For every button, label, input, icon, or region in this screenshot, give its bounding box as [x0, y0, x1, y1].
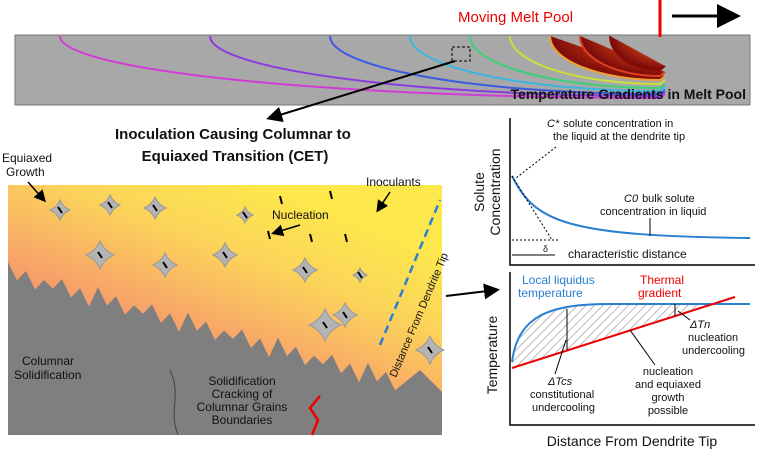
title: Inoculation Causing Columnar to Equiaxed… — [115, 126, 355, 165]
pointer — [376, 191, 391, 213]
temp-ylabel: Temperature — [484, 315, 500, 394]
dendrite-distance — [378, 199, 442, 346]
inoculant — [344, 233, 348, 243]
isotherm — [469, 35, 666, 90]
symbol: C0 — [624, 193, 639, 205]
label-line: Growth — [6, 165, 45, 179]
solute-axes — [509, 118, 755, 266]
liquidus-label: Local liquidus temperature — [518, 273, 595, 300]
liquidus-curve — [511, 303, 750, 363]
nucleation-label: Nucleation — [272, 208, 329, 222]
dtn-note: ΔTn nucleation undercooling — [682, 319, 745, 357]
temp-xlabel: Distance From Dendrite Tip — [547, 433, 718, 449]
label-line: Thermal — [640, 273, 684, 287]
grain-core — [57, 206, 63, 214]
inoculant — [309, 233, 313, 243]
label-line: Equiaxed — [2, 151, 52, 165]
label-line: Cracking of — [212, 387, 273, 401]
label-line: Columnar Grains — [197, 400, 288, 414]
grain-core — [107, 201, 113, 209]
delta: δ — [543, 244, 548, 254]
pointer — [629, 329, 656, 366]
symbol: C* — [547, 118, 560, 130]
pointer — [677, 310, 691, 321]
pointer — [515, 146, 557, 179]
tangent — [511, 175, 553, 241]
equiaxed-grains — [48, 190, 446, 366]
label-line: gradient — [638, 286, 682, 300]
title-line: Equiaxed Transition (CET) — [142, 148, 329, 165]
pointer — [27, 181, 46, 203]
label-line: solute concentration in — [563, 118, 673, 130]
link-arrow — [445, 283, 500, 300]
melt-pool-caption: Temperature Gradients in Melt Pool — [511, 86, 746, 102]
dtcs-note: ΔTcs constitutional undercooling — [530, 376, 595, 414]
grain-core — [222, 251, 228, 259]
title-line: Inoculation Causing Columnar to — [115, 126, 351, 143]
isotherm — [59, 35, 666, 100]
inoculant — [329, 190, 333, 200]
pointer — [271, 224, 301, 237]
label-line: Solute — [471, 172, 487, 212]
crack — [308, 395, 321, 436]
char-distance: characteristic distance — [568, 247, 687, 261]
columnar-grains — [8, 262, 442, 435]
label-line: Solidification — [14, 368, 81, 382]
thermal-line — [511, 296, 736, 369]
inoculant — [267, 230, 271, 240]
c0-note: C0 bulk solute concentration in liquid — [600, 193, 706, 218]
isotherm — [509, 35, 666, 86]
isotherm — [609, 35, 666, 72]
grain-core — [152, 204, 158, 212]
grain-core — [427, 346, 433, 354]
grain-core — [97, 251, 103, 259]
label-line: Columnar — [22, 354, 74, 368]
grain-boundary — [169, 369, 179, 436]
label-line: Concentration — [487, 148, 503, 235]
grain-core — [357, 271, 363, 279]
label-line: undercooling — [532, 402, 595, 414]
symbol: ΔTcs — [547, 376, 573, 388]
label-line: constitutional — [530, 389, 594, 401]
label-line: possible — [648, 405, 688, 417]
label-line: bulk solute — [642, 193, 695, 205]
melt-pool-label: Moving Melt Pool — [458, 9, 573, 26]
solute-curve — [511, 175, 751, 239]
solute-ylabel: SoluteConcentration — [471, 148, 503, 235]
equiaxed-label: Equiaxed Growth — [2, 151, 52, 179]
label-line: Boundaries — [212, 413, 273, 427]
c-star-note: C* solute concentration in the liquid at t… — [547, 118, 685, 143]
columnar-label: Columnar Solidification — [14, 354, 81, 382]
label-line: concentration in liquid — [600, 206, 706, 218]
label-line: undercooling — [682, 345, 745, 357]
isotherm — [209, 35, 666, 98]
zoom-box — [451, 46, 471, 62]
grain-core — [322, 321, 328, 329]
label-line: temperature — [518, 286, 583, 300]
isotherms — [59, 35, 666, 100]
thermal-label: Thermal gradient — [638, 273, 684, 300]
pointer — [554, 339, 567, 375]
symbol: ΔTn — [689, 319, 710, 331]
label-line: growth — [651, 392, 684, 404]
grain-core — [342, 311, 348, 319]
label-line: Solidification — [208, 374, 275, 388]
label-line: and equiaxed — [635, 379, 701, 391]
temp-axes — [509, 272, 755, 426]
isotherm — [329, 35, 666, 96]
grain-core — [302, 266, 308, 274]
label-line: Local liquidus — [522, 273, 595, 287]
inoculants-label: Inoculants — [366, 175, 421, 189]
cracking-label: Solidification Cracking of Columnar Grains… — [197, 374, 288, 427]
isotherm — [409, 35, 666, 93]
grain-core — [242, 211, 248, 219]
label-line: the liquid at the dendrite tip — [553, 131, 685, 143]
grain-core — [162, 261, 168, 269]
possible-note: nucleation and equiaxed growth possible — [635, 366, 701, 417]
label-line: nucleation — [643, 366, 693, 378]
zoom-arrow — [266, 60, 456, 123]
inoculant — [279, 195, 283, 205]
label-line: nucleation — [688, 332, 738, 344]
